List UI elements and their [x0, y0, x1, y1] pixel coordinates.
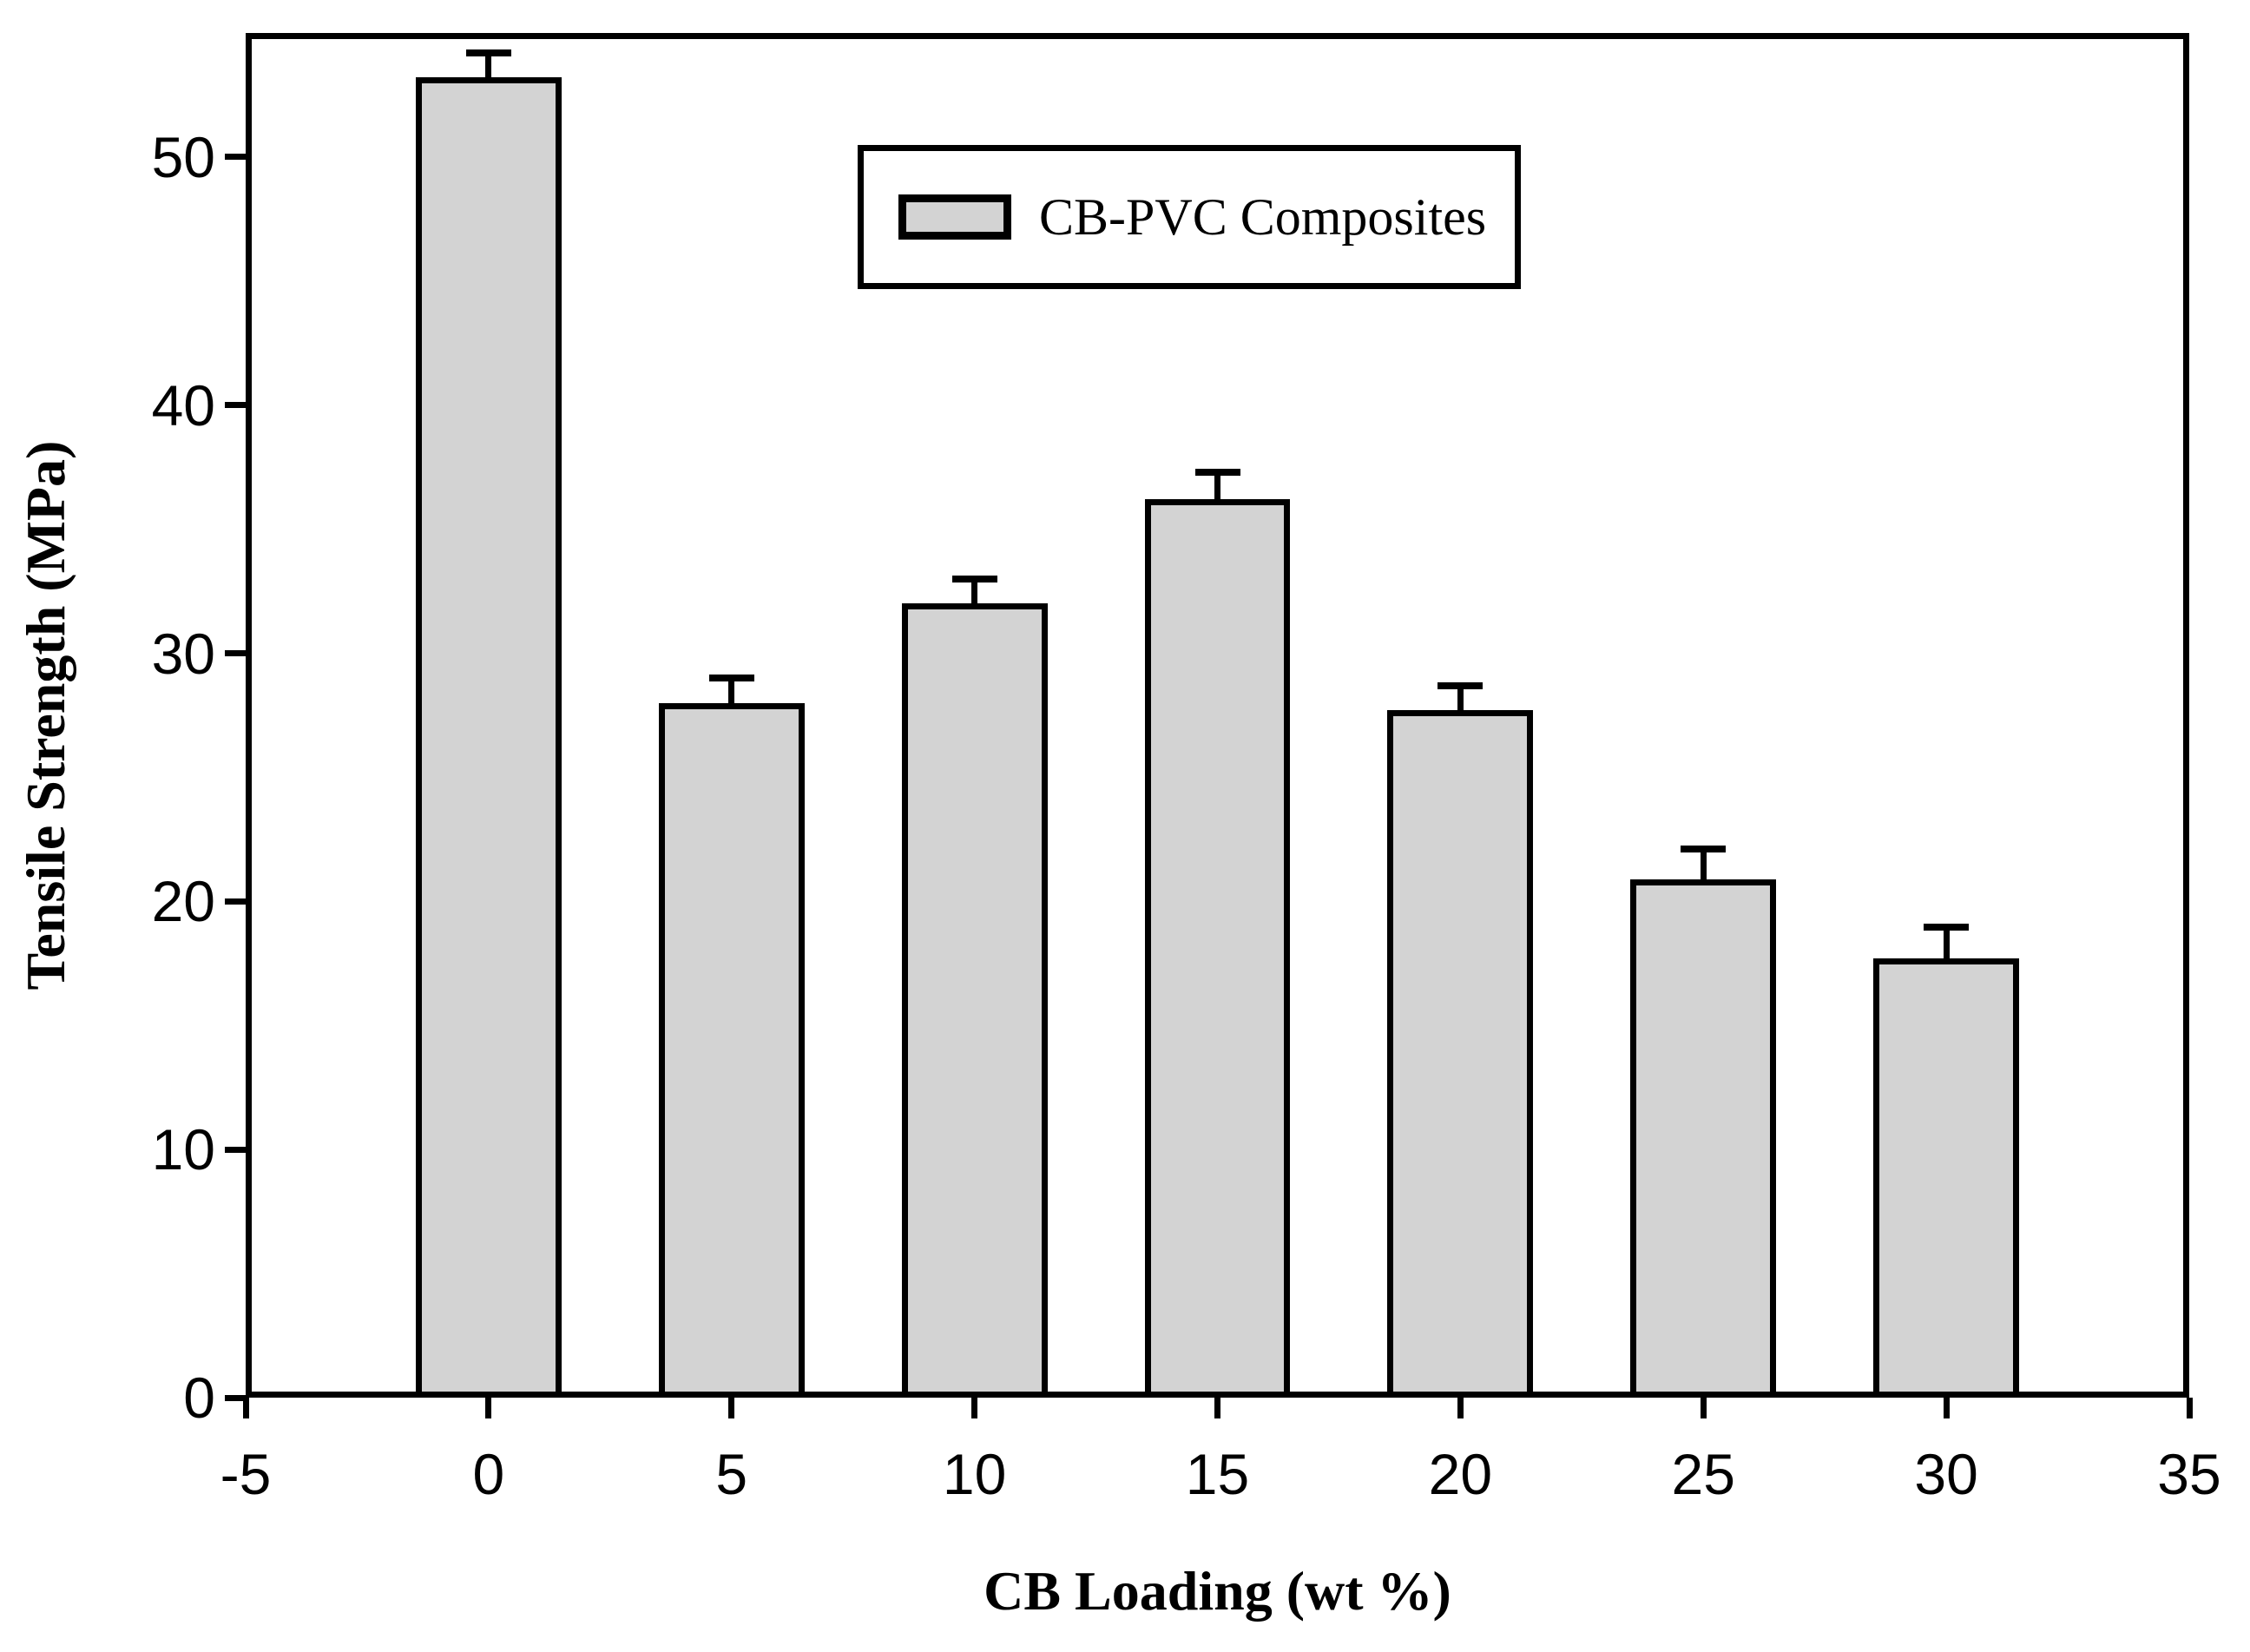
x-tick-label: 25	[1671, 1442, 1735, 1506]
y-tick	[225, 650, 246, 657]
y-tick-label: 40	[151, 372, 215, 438]
x-tick	[728, 1398, 735, 1418]
error-bar-cap	[1681, 846, 1727, 853]
x-axis-title: CB Loading (wt %)	[984, 1560, 1451, 1622]
y-tick	[225, 1394, 246, 1401]
x-tick	[2186, 1398, 2193, 1418]
error-bar-cap	[1194, 468, 1240, 476]
x-tick-label: -5	[220, 1442, 272, 1506]
bar	[1144, 499, 1291, 1392]
bar	[658, 702, 805, 1392]
x-tick	[1214, 1398, 1220, 1418]
bar	[901, 603, 1048, 1392]
bar	[415, 77, 562, 1392]
error-bar	[1457, 685, 1464, 711]
bar	[1387, 710, 1534, 1392]
error-bar	[485, 52, 492, 78]
legend-swatch-icon	[898, 194, 1011, 240]
x-tick-label: 30	[1914, 1442, 1978, 1506]
bar	[1630, 879, 1777, 1392]
y-tick	[225, 154, 246, 161]
y-tick-label: 10	[151, 1117, 215, 1182]
x-tick	[1457, 1398, 1464, 1418]
x-tick-label: 5	[715, 1442, 748, 1506]
y-tick	[225, 402, 246, 409]
error-bar	[971, 578, 978, 604]
error-bar-cap	[465, 49, 511, 56]
error-bar-cap	[1924, 924, 1970, 931]
x-tick-label: 10	[942, 1442, 1007, 1506]
x-tick-label: 15	[1185, 1442, 1250, 1506]
legend-label: CB-PVC Composites	[1039, 188, 1487, 246]
bar	[1873, 958, 2020, 1392]
x-tick-label: 0	[472, 1442, 505, 1506]
x-tick	[1943, 1398, 1950, 1418]
x-tick	[1700, 1398, 1707, 1418]
error-bar-cap	[708, 675, 754, 682]
error-bar	[1700, 849, 1707, 879]
error-bar	[1943, 927, 1950, 959]
x-tick	[485, 1398, 492, 1418]
y-tick-label: 30	[151, 621, 215, 686]
error-bar	[728, 678, 735, 703]
x-tick	[242, 1398, 249, 1418]
x-tick-label: 35	[2157, 1442, 2221, 1506]
x-tick-label: 20	[1428, 1442, 1493, 1506]
plot-area-frame	[246, 33, 2189, 1398]
y-tick-label: 0	[183, 1366, 215, 1430]
y-tick	[225, 1146, 246, 1153]
y-tick	[225, 898, 246, 905]
error-bar-cap	[951, 575, 997, 582]
x-tick	[971, 1398, 978, 1418]
y-tick-label: 50	[151, 124, 215, 189]
error-bar	[1214, 471, 1220, 500]
y-tick-label: 20	[151, 869, 215, 934]
error-bar-cap	[1438, 681, 1484, 689]
legend: CB-PVC Composites	[858, 145, 1521, 289]
